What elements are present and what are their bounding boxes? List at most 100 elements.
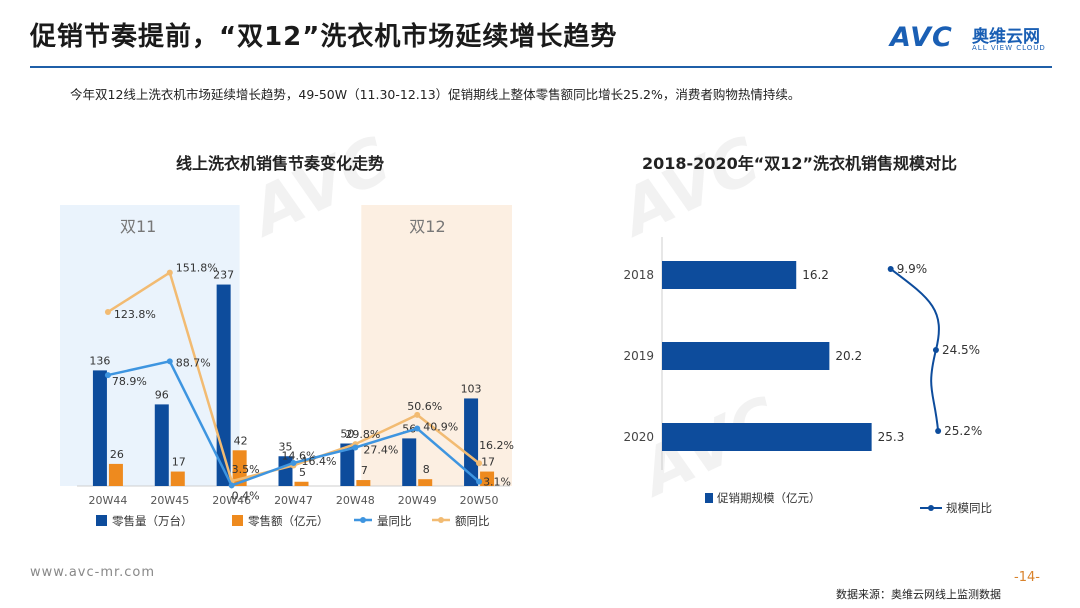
logo: AVC 奥维云网 ALL VIEW CLOUD xyxy=(890,22,1060,56)
data-source: 数据来源：奥维云网线上监测数据 xyxy=(836,588,1001,601)
scale-yoy-label: 24.5% xyxy=(942,343,980,357)
scale-yoy-point xyxy=(932,347,939,353)
bar-volume xyxy=(216,284,231,486)
bar-amount xyxy=(170,471,185,486)
legend-label: 量同比 xyxy=(377,514,412,528)
volume-yoy-label: 40.9% xyxy=(423,421,458,434)
scale-yoy-label: 9.9% xyxy=(897,262,928,276)
y-tick-label: 2018 xyxy=(623,268,654,282)
amount-yoy-point xyxy=(414,411,421,418)
legend-label: 规模同比 xyxy=(946,501,992,515)
bar-amount xyxy=(480,471,495,486)
volume-yoy-label: 78.9% xyxy=(112,375,147,388)
annotation-double11: 双11 xyxy=(120,217,156,236)
amount-yoy-label: 151.8% xyxy=(176,262,218,275)
bar-amount-label: 42 xyxy=(234,434,248,447)
bar-volume xyxy=(464,398,479,486)
x-tick-label: 20W47 xyxy=(274,494,313,507)
legend-label: 零售额（亿元） xyxy=(248,514,329,528)
annotation-double12: 双12 xyxy=(409,217,445,236)
logo-mark: AVC xyxy=(890,22,953,53)
y-tick-label: 2020 xyxy=(623,430,654,444)
legend-marker xyxy=(360,517,366,523)
legend-marker xyxy=(928,505,934,511)
logo-en: ALL VIEW CLOUD xyxy=(972,44,1046,52)
page-number: -14- xyxy=(1014,570,1040,585)
bar-volume-label: 50 xyxy=(340,428,354,441)
logo-cn: 奥维云网 xyxy=(972,27,1040,47)
x-tick-label: 20W46 xyxy=(212,494,251,507)
bar-volume-label: 136 xyxy=(89,354,110,367)
bar-volume-label: 35 xyxy=(279,440,293,453)
page-title: 促销节奏提前，“双12”洗衣机市场延续增长趋势 xyxy=(30,22,618,52)
page-subtitle: 今年双12线上洗衣机市场延续增长趋势，49-50W（11.30-12.13）促销… xyxy=(70,87,801,102)
bar-amount-label: 5 xyxy=(299,466,306,479)
amount-yoy-label: 50.6% xyxy=(407,400,442,413)
volume-yoy-label: 16.4% xyxy=(302,455,337,468)
footer-url[interactable]: www.avc-mr.com xyxy=(30,565,156,580)
bar-volume xyxy=(340,443,355,486)
x-tick-label: 20W50 xyxy=(460,494,499,507)
bar-scale-label: 16.2 xyxy=(802,268,829,282)
bar-amount xyxy=(418,479,433,486)
amount-yoy-label: 3.5% xyxy=(232,463,260,476)
volume-yoy-label: 27.4% xyxy=(363,443,398,456)
volume-yoy-point xyxy=(166,358,173,365)
amount-yoy-point xyxy=(104,308,111,315)
volume-yoy-label: 88.7% xyxy=(176,356,211,369)
bar-amount xyxy=(356,480,371,486)
x-tick-label: 20W49 xyxy=(398,494,437,507)
y-tick-label: 2019 xyxy=(623,349,654,363)
bar-amount-label: 17 xyxy=(481,456,495,469)
bar-volume-label: 237 xyxy=(213,269,234,282)
legend-swatch xyxy=(232,515,243,526)
bar-amount xyxy=(108,463,123,486)
legend-swatch xyxy=(96,515,107,526)
volume-yoy-label: 0.4% xyxy=(232,489,260,502)
title-divider xyxy=(30,66,1052,68)
amount-yoy-point xyxy=(166,269,173,276)
volume-yoy-point xyxy=(352,444,359,451)
x-tick-label: 20W45 xyxy=(150,494,189,507)
amount-yoy-label: 29.8% xyxy=(345,428,380,441)
scale-yoy-line xyxy=(890,268,940,432)
volume-yoy-point xyxy=(290,459,297,466)
bar-volume-label: 96 xyxy=(155,388,169,401)
bar-scale-label: 20.2 xyxy=(835,349,862,363)
bar-scale xyxy=(662,261,797,289)
legend-label: 促销期规模（亿元） xyxy=(717,491,821,505)
bar-amount-label: 17 xyxy=(172,456,186,469)
volume-yoy-label: 3.1% xyxy=(483,476,511,489)
volume-yoy-point xyxy=(476,478,483,485)
bar-volume-label: 103 xyxy=(461,382,482,395)
amount-yoy-point xyxy=(476,460,483,467)
bar-scale xyxy=(662,342,830,370)
amount-yoy-label: 123.8% xyxy=(114,308,156,321)
bar-amount-label: 7 xyxy=(361,464,368,477)
left-chart-title: 线上洗衣机销售节奏变化走势 xyxy=(176,154,385,173)
volume-yoy-point xyxy=(228,482,235,489)
bar-amount-label: 26 xyxy=(110,448,124,461)
x-tick-label: 20W48 xyxy=(336,494,375,507)
legend-marker xyxy=(438,517,444,523)
legend-swatch xyxy=(705,493,713,503)
bar-volume xyxy=(92,370,107,486)
volume-yoy-point xyxy=(414,425,421,432)
scale-yoy-point xyxy=(887,266,894,272)
volume-yoy-point xyxy=(104,372,111,379)
bar-volume xyxy=(154,404,169,486)
bar-amount-label: 8 xyxy=(423,463,430,476)
bar-amount xyxy=(294,481,309,486)
x-tick-label: 20W44 xyxy=(88,494,127,507)
right-chart-title: 2018-2020年“双12”洗衣机销售规模对比 xyxy=(642,154,958,173)
scale-yoy-point xyxy=(935,428,942,434)
scale-yoy-label: 25.2% xyxy=(944,424,982,438)
amount-yoy-label: 16.2% xyxy=(479,439,514,452)
bar-volume xyxy=(402,438,417,486)
legend-label: 零售量（万台） xyxy=(112,514,193,528)
bar-scale xyxy=(662,423,872,451)
bar-scale-label: 25.3 xyxy=(878,430,905,444)
legend-label: 额同比 xyxy=(455,514,490,528)
